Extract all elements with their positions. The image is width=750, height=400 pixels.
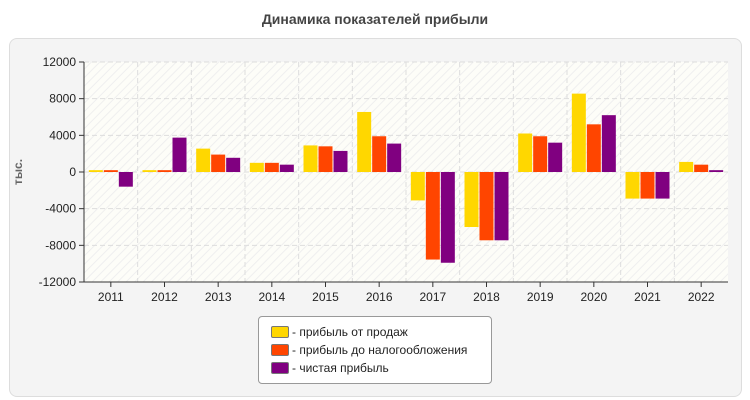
bar-2017-2 [425, 172, 440, 260]
x-tick-label: 2011 [98, 290, 124, 304]
legend: - прибыль от продаж - прибыль до налогоо… [258, 316, 492, 384]
legend-item-pretax[interactable]: - прибыль до налогообложения [271, 343, 467, 357]
bar-2022-3 [709, 170, 724, 172]
bar-2016-3 [387, 143, 402, 172]
legend-swatch [271, 344, 289, 356]
y-tick-label: 8000 [49, 92, 76, 106]
y-tick-label: 0 [69, 165, 76, 179]
bar-2017-1 [410, 172, 425, 201]
x-tick-label: 2019 [527, 290, 554, 304]
legend-label: - чистая прибыль [292, 361, 389, 375]
legend-swatch [271, 362, 289, 374]
bar-2012-2 [157, 170, 172, 172]
bar-2020-1 [571, 93, 586, 172]
x-tick-label: 2015 [312, 290, 339, 304]
y-tick-label: -4000 [45, 202, 76, 216]
bar-2015-1 [303, 145, 318, 172]
legend-swatch [271, 326, 289, 338]
bar-2016-2 [372, 136, 387, 172]
x-tick-label: 2016 [366, 290, 393, 304]
bar-2011-3 [118, 172, 133, 187]
bar-2019-3 [548, 142, 563, 172]
bar-2021-3 [655, 172, 670, 199]
x-tick-label: 2020 [580, 290, 607, 304]
bar-2015-2 [318, 146, 333, 172]
bar-2011-1 [88, 170, 103, 172]
bar-2019-2 [533, 136, 548, 172]
bar-2017-3 [440, 172, 455, 263]
bar-2013-1 [196, 148, 211, 172]
bar-2013-2 [211, 154, 226, 172]
bar-2014-2 [264, 162, 279, 172]
legend-label: - прибыль до налогообложения [292, 343, 468, 357]
legend-item-sales[interactable]: - прибыль от продаж [271, 325, 408, 339]
legend-label: - прибыль от продаж [292, 325, 408, 339]
y-tick-label: -8000 [45, 238, 76, 252]
bar-2016-1 [357, 111, 372, 172]
bar-2020-2 [586, 124, 601, 172]
bar-2022-2 [694, 164, 709, 172]
legend-item-net[interactable]: - чистая прибыль [271, 361, 389, 375]
bar-2011-2 [103, 170, 118, 172]
bar-2019-1 [518, 133, 533, 172]
bar-2015-3 [333, 150, 348, 172]
x-tick-label: 2017 [419, 290, 446, 304]
y-axis-label: тыс. [11, 159, 25, 185]
bar-2018-2 [479, 172, 494, 241]
x-tick-label: 2022 [688, 290, 715, 304]
y-tick-label: 12000 [43, 55, 77, 69]
y-tick-label: -12000 [39, 275, 77, 289]
x-tick-label: 2018 [473, 290, 500, 304]
x-tick-label: 2014 [258, 290, 285, 304]
bar-2014-3 [279, 164, 294, 172]
chart-title: Динамика показателей прибыли [261, 11, 489, 27]
bar-2021-1 [625, 172, 640, 199]
x-tick-label: 2021 [634, 290, 661, 304]
bar-2020-3 [601, 115, 616, 172]
bar-2012-3 [172, 137, 187, 172]
bar-2021-2 [640, 172, 655, 199]
bar-2012-1 [142, 170, 157, 172]
x-tick-label: 2012 [151, 290, 178, 304]
bar-2018-3 [494, 172, 509, 241]
bar-2013-3 [226, 157, 241, 172]
x-tick-label: 2013 [205, 290, 232, 304]
y-tick-label: 4000 [49, 128, 76, 142]
bar-2014-1 [249, 162, 264, 172]
bar-2018-1 [464, 172, 479, 227]
bar-2022-1 [679, 161, 694, 172]
